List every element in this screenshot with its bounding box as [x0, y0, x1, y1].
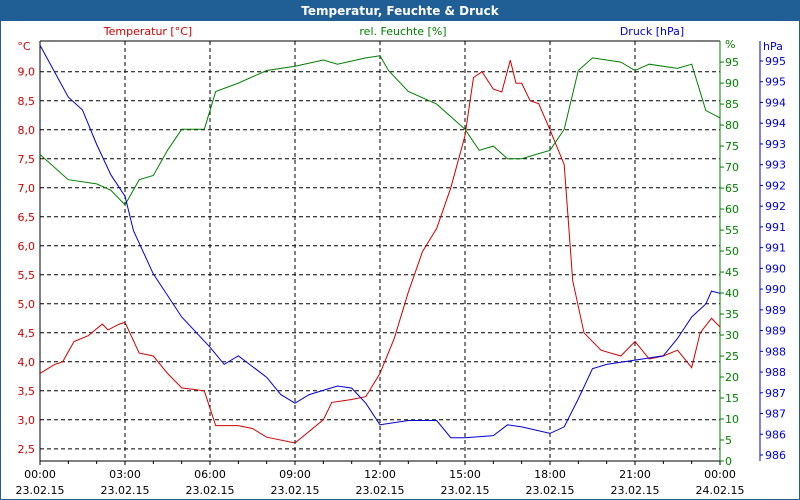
tick-label-temperature: 7,0 [18, 182, 36, 195]
tick-label-date: 23.02.15 [186, 484, 235, 497]
tick-label-pressure: 990 [765, 283, 786, 296]
tick-label-pressure: 992 [765, 200, 786, 213]
tick-label-humidity: 45 [725, 266, 739, 279]
tick-label-date: 23.02.15 [441, 484, 490, 497]
series-line-humidity [39, 55, 721, 206]
tick-label-pressure: 989 [765, 325, 786, 338]
tick-label-pressure: 986 [765, 428, 786, 441]
tick-label-time: 03:00 [109, 468, 141, 481]
tick-label-pressure: 988 [765, 366, 786, 379]
tick-label-humidity: 70 [725, 161, 739, 174]
tick-label-time: 15:00 [449, 468, 481, 481]
tick-label-pressure: 991 [765, 242, 786, 255]
tick-label-pressure: 993 [765, 159, 786, 172]
tick-label-temperature: 4,0 [18, 356, 36, 369]
unit-humidity: % [725, 38, 735, 51]
tick-label-temperature: 3,0 [18, 414, 36, 427]
tick-label-pressure: 987 [765, 387, 786, 400]
tick-label-pressure: 992 [765, 179, 786, 192]
tick-label-humidity: 25 [725, 350, 739, 363]
tick-label-pressure: 990 [765, 262, 786, 275]
tick-label-temperature: 2,5 [18, 443, 36, 456]
tick-label-temperature: 3,5 [18, 385, 36, 398]
tick-label-time: 09:00 [279, 468, 311, 481]
tick-label-pressure: 988 [765, 345, 786, 358]
tick-label-time: 18:00 [534, 468, 566, 481]
legend-temperature: Temperatur [°C] [103, 25, 192, 38]
tick-label-temperature: 7,5 [18, 153, 36, 166]
tick-label-humidity: 90 [725, 77, 739, 90]
tick-label-time: 21:00 [619, 468, 651, 481]
tick-label-humidity: 95 [725, 56, 739, 69]
window-title: Temperatur, Feuchte & Druck [1, 1, 799, 21]
tick-label-humidity: 65 [725, 182, 739, 195]
tick-label-date: 23.02.15 [101, 484, 150, 497]
tick-label-pressure: 986 [765, 449, 786, 462]
tick-label-humidity: 55 [725, 224, 739, 237]
tick-label-date: 23.02.15 [271, 484, 320, 497]
tick-label-pressure: 989 [765, 304, 786, 317]
tick-label-humidity: 5 [725, 434, 732, 447]
tick-label-humidity: 0 [725, 455, 732, 468]
tick-label-pressure: 994 [765, 117, 786, 130]
tick-label-humidity: 15 [725, 392, 739, 405]
series-line-temperature [39, 59, 721, 444]
tick-label-time: 00:00 [704, 468, 736, 481]
tick-label-temperature: 8,5 [18, 95, 36, 108]
unit-pressure: hPa [763, 40, 783, 53]
tick-label-temperature: 5,5 [18, 269, 36, 282]
tick-label-temperature: 5,0 [18, 298, 36, 311]
tick-label-pressure: 987 [765, 408, 786, 421]
tick-label-pressure: 993 [765, 138, 786, 151]
legend-pressure: Druck [hPa] [620, 25, 684, 38]
tick-label-humidity: 80 [725, 119, 739, 132]
tick-label-temperature: 9,0 [18, 66, 36, 79]
tick-label-temperature: 8,0 [18, 124, 36, 137]
series-line-pressure [39, 45, 721, 439]
tick-label-time: 06:00 [194, 468, 226, 481]
tick-label-pressure: 994 [765, 96, 786, 109]
tick-label-date: 23.02.15 [526, 484, 575, 497]
tick-label-pressure: 995 [765, 76, 786, 89]
tick-label-temperature: 6,0 [18, 240, 36, 253]
tick-label-date: 23.02.15 [611, 484, 660, 497]
tick-label-pressure: 995 [765, 55, 786, 68]
tick-label-humidity: 30 [725, 329, 739, 342]
tick-label-temperature: 6,5 [18, 211, 36, 224]
tick-label-humidity: 85 [725, 98, 739, 111]
tick-label-date: 23.02.15 [356, 484, 405, 497]
tick-label-temperature: 4,5 [18, 327, 36, 340]
tick-label-humidity: 35 [725, 308, 739, 321]
tick-label-humidity: 60 [725, 203, 739, 216]
tick-label-date: 23.02.15 [16, 484, 65, 497]
tick-label-date: 24.02.15 [696, 484, 745, 497]
tick-label-humidity: 10 [725, 413, 739, 426]
unit-temperature: °C [17, 40, 31, 53]
tick-label-humidity: 40 [725, 287, 739, 300]
tick-label-humidity: 20 [725, 371, 739, 384]
tick-label-humidity: 75 [725, 140, 739, 153]
legend-humidity: rel. Feuchte [%] [359, 25, 446, 38]
tick-label-pressure: 991 [765, 221, 786, 234]
tick-label-humidity: 50 [725, 245, 739, 258]
tick-label-time: 00:00 [24, 468, 56, 481]
tick-label-time: 12:00 [364, 468, 396, 481]
